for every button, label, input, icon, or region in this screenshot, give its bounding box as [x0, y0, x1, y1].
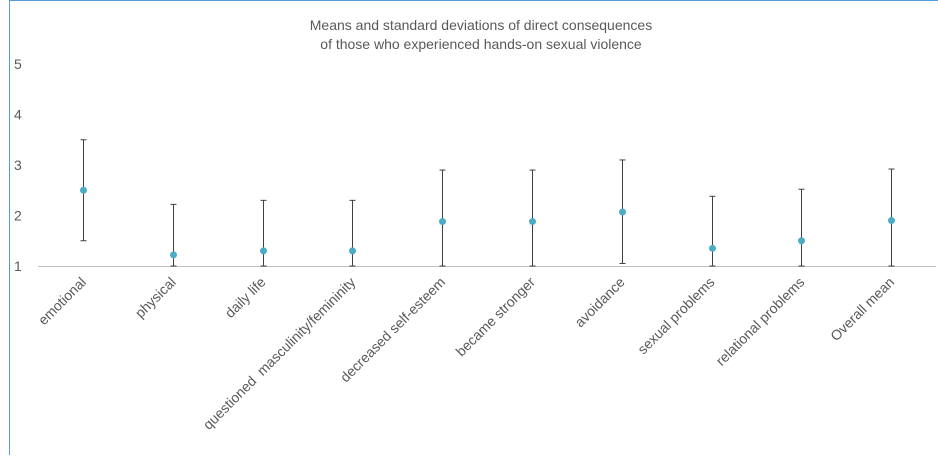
- y-tick-labels: 1 2 3 4 5: [14, 56, 22, 274]
- error-bar: [529, 169, 536, 267]
- mean-point: [80, 186, 87, 194]
- category-label: relational problems: [712, 274, 807, 369]
- mean-point: [170, 251, 177, 259]
- category-label: daily life: [222, 274, 269, 321]
- chart-title-line-2: of those who experienced hands-on sexual…: [320, 36, 642, 52]
- error-bar: [349, 199, 356, 267]
- error-bars: [80, 139, 895, 267]
- mean-point: [888, 217, 895, 225]
- y-tick-label: 2: [14, 208, 22, 224]
- y-tick-label: 1: [14, 258, 22, 274]
- category-label: physical: [132, 274, 179, 321]
- category-label: decreased self-esteem: [337, 274, 448, 385]
- category-label: sexual problems: [634, 274, 717, 357]
- category-label: emotional: [35, 274, 89, 328]
- mean-point: [439, 218, 446, 226]
- category-label: Overall mean: [827, 274, 897, 344]
- error-bar: [439, 169, 446, 267]
- mean-point: [529, 218, 536, 226]
- y-tick-label: 5: [14, 56, 22, 72]
- category-label: questioned masculinity/femininity: [200, 274, 359, 433]
- mean-point: [709, 244, 716, 252]
- y-tick-label: 3: [14, 157, 22, 173]
- y-tick-label: 4: [14, 107, 22, 123]
- error-bar: [709, 195, 716, 267]
- mean-point: [619, 208, 626, 216]
- category-label: became stronger: [452, 274, 538, 360]
- category-label: avoidance: [571, 274, 628, 331]
- mean-points: [80, 186, 895, 259]
- chart-title-line-1: Means and standard deviations of direct …: [310, 17, 652, 33]
- mean-point: [260, 247, 267, 255]
- error-bar: [798, 188, 805, 267]
- mean-point: [349, 247, 356, 255]
- mean-point: [798, 237, 805, 245]
- error-bar: [260, 199, 267, 267]
